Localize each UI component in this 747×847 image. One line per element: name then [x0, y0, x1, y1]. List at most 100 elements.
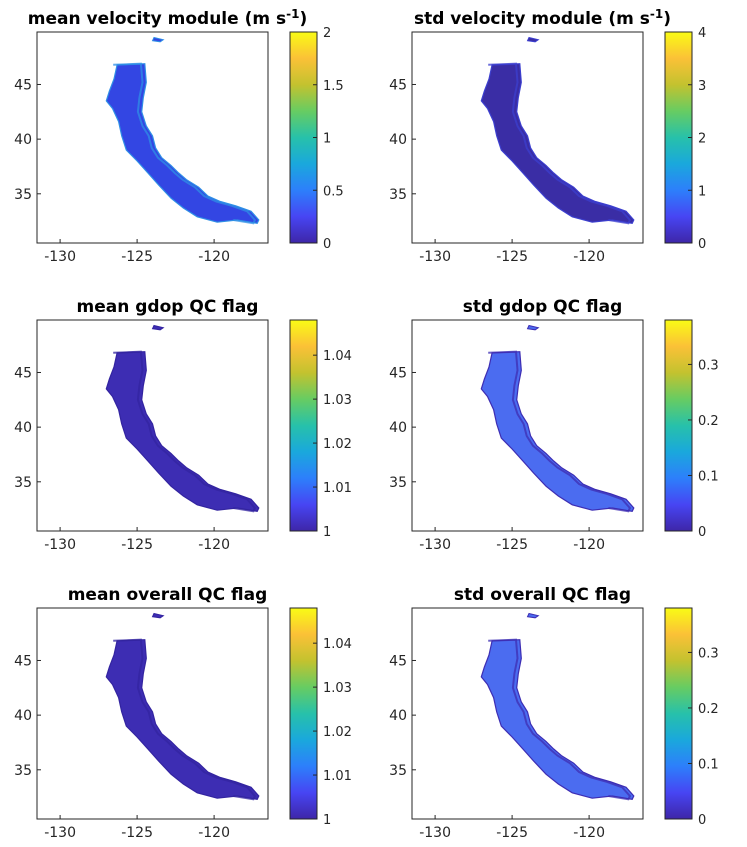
y-tick-label: 45	[14, 365, 32, 381]
data-region	[105, 351, 260, 512]
y-tick-label: 40	[14, 132, 32, 148]
data-region	[480, 351, 635, 512]
colorbar-tick-label: 2	[698, 132, 706, 147]
data-region	[105, 63, 260, 224]
panel-title: std gdop QC flag	[463, 297, 623, 317]
panel-title: std overall QC flag	[454, 585, 631, 605]
x-tick-label: -125	[496, 537, 528, 553]
data-patch-north	[151, 612, 165, 619]
y-tick-label: 35	[14, 187, 32, 203]
colorbar-tick-label: 0.1	[698, 469, 719, 484]
panel-1: mean velocity module (m s-1) -130 -125 -120…	[14, 7, 344, 265]
colorbar-tick-label: 0.3	[698, 358, 719, 373]
x-tick-label: -120	[198, 825, 230, 841]
panel-2: std velocity module (m s-1) -130 -125 -120 3…	[389, 7, 706, 265]
y-tick-label: 40	[389, 708, 407, 724]
y-tick-label: 45	[14, 653, 32, 669]
colorbar-tick-label: 0	[698, 237, 706, 252]
y-tick-label: 45	[389, 653, 407, 669]
x-tick-label: -120	[573, 249, 605, 265]
y-tick-label: 45	[14, 77, 32, 93]
colorbar	[289, 319, 318, 532]
x-tick-label: -125	[121, 825, 153, 841]
colorbar-tick-label: 0	[698, 525, 706, 540]
y-tick-label: 35	[14, 763, 32, 779]
colorbar-tick-label: 4	[698, 26, 706, 41]
panel-5: mean overall QC flag -130 -125 -120 35 40 45 1 1…	[14, 585, 352, 841]
x-tick-label: -125	[121, 249, 153, 265]
y-tick-label: 35	[389, 187, 407, 203]
data-texture	[488, 638, 632, 801]
y-tick-label: 40	[389, 132, 407, 148]
data-region	[480, 63, 635, 224]
y-tick-label: 35	[14, 475, 32, 491]
colorbar-tick-label: 1.03	[323, 681, 352, 696]
y-tick-label: 40	[389, 420, 407, 436]
colorbar	[664, 31, 693, 244]
x-tick-label: -120	[573, 825, 605, 841]
colorbar-tick-label: 1.01	[323, 769, 352, 784]
colorbar-tick-label: 1	[323, 132, 331, 147]
y-tick-label: 35	[389, 763, 407, 779]
colorbar-tick-label: 2	[323, 26, 331, 41]
colorbar-tick-label: 3	[698, 79, 706, 94]
data-region	[480, 639, 635, 800]
x-tick-label: -120	[198, 249, 230, 265]
x-tick-label: -120	[573, 537, 605, 553]
y-tick-label: 40	[14, 708, 32, 724]
colorbar-tick-label: 1	[323, 525, 331, 540]
colorbar-tick-label: 1.02	[323, 437, 352, 452]
panel-title: mean overall QC flag	[68, 585, 268, 605]
colorbar-tick-label: 1.01	[323, 481, 352, 496]
data-patch-north	[151, 324, 165, 331]
colorbar-tick-label: 1	[698, 184, 706, 199]
colorbar-tick-label: 1	[323, 813, 331, 828]
data-texture	[488, 350, 632, 513]
y-tick-label: 40	[14, 420, 32, 436]
colorbar	[289, 31, 318, 244]
data-texture	[488, 62, 632, 225]
data-patch-north	[151, 36, 165, 43]
x-tick-label: -130	[419, 249, 451, 265]
x-tick-label: -130	[44, 537, 76, 553]
panel-3: mean gdop QC flag -130 -125 -120 35 40 45 1 1.01…	[14, 297, 352, 553]
data-patch-north	[526, 36, 540, 43]
x-tick-label: -130	[419, 537, 451, 553]
panel-6: std overall QC flag -130 -125 -120 35 40 45 0 0.…	[389, 585, 719, 841]
colorbar-tick-label: 0	[698, 813, 706, 828]
colorbar-tick-label: 0.2	[698, 414, 719, 429]
colorbar-tick-label: 1.03	[323, 393, 352, 408]
x-tick-label: -125	[121, 537, 153, 553]
data-patch-north	[526, 612, 540, 619]
x-tick-label: -120	[198, 537, 230, 553]
colorbar	[664, 607, 693, 820]
panel-title: std velocity module (m s-1)	[414, 7, 671, 29]
colorbar-tick-label: 1.5	[323, 79, 344, 94]
colorbar-tick-label: 1.04	[323, 637, 352, 652]
colorbar-tick-label: 1.02	[323, 725, 352, 740]
colorbar-tick-label: 0.3	[698, 646, 719, 661]
x-tick-label: -130	[419, 825, 451, 841]
x-tick-label: -125	[496, 825, 528, 841]
y-tick-label: 45	[389, 365, 407, 381]
y-tick-label: 35	[389, 475, 407, 491]
colorbar-tick-label: 1.04	[323, 349, 352, 364]
colorbar-tick-label: 0.2	[698, 702, 719, 717]
data-texture	[113, 638, 257, 801]
colorbar-tick-label: 0.1	[698, 757, 719, 772]
colorbar	[664, 319, 693, 532]
colorbar-tick-label: 0.5	[323, 184, 344, 199]
y-tick-label: 45	[389, 77, 407, 93]
panel-4: std gdop QC flag -130 -125 -120 35 40 45 0 0.1 0.…	[389, 297, 719, 553]
data-patch-north	[526, 324, 540, 331]
colorbar	[289, 607, 318, 820]
panel-title: mean velocity module (m s-1)	[28, 7, 307, 29]
data-texture	[113, 350, 257, 513]
data-texture	[113, 62, 257, 225]
x-tick-label: -125	[496, 249, 528, 265]
colorbar-tick-label: 0	[323, 237, 331, 252]
data-region	[105, 639, 260, 800]
panel-title: mean gdop QC flag	[77, 297, 259, 317]
x-tick-label: -130	[44, 249, 76, 265]
